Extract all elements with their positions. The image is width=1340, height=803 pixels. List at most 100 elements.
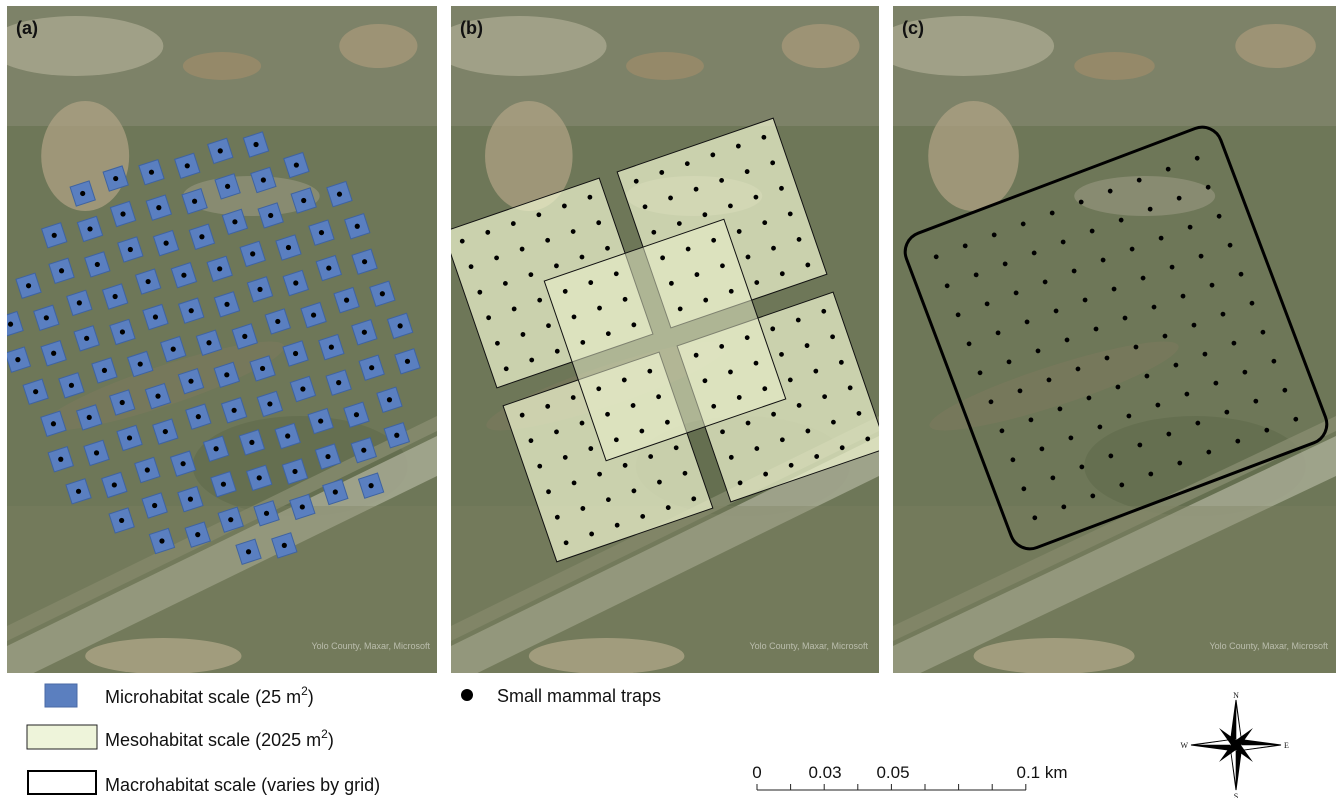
trap [318,418,323,423]
trap [267,401,272,406]
trap [362,259,367,264]
trap [394,433,399,438]
trap [398,323,403,328]
trap [249,440,254,445]
trap [181,461,186,466]
trap [261,177,266,182]
trap [155,394,160,399]
trap [59,268,64,273]
trap [51,351,56,356]
compass-s: S [1234,792,1238,798]
trap [253,142,258,147]
trap [146,279,151,284]
trap [102,368,107,373]
attribution: Yolo County, Maxar, Microsoft [311,641,430,651]
legend-swatch [45,684,77,707]
trap [224,302,229,307]
trap [257,287,262,292]
trap [354,412,359,417]
trap [344,298,349,303]
trap [319,230,324,235]
attribution: Yolo County, Maxar, Microsoft [1209,641,1328,651]
legend-label: Mesohabitat scale (2025 m2) [105,727,334,750]
trap [311,312,316,317]
trap [188,497,193,502]
trap [138,361,143,366]
trap [58,457,63,462]
trap [199,234,204,239]
trap [275,319,280,324]
legend-text: Microhabitat scale (25 m [105,687,301,707]
legend-swatch [27,725,97,749]
legend-label: Microhabitat scale (25 m2) [105,684,314,707]
trap [181,273,186,278]
panel-label: (b) [460,18,483,38]
trap [242,334,247,339]
legend-swatch [28,771,96,794]
legend-text: ) [328,730,334,750]
trap [52,233,57,238]
trap [225,184,230,189]
compass-n: N [1233,691,1239,700]
attribution: Yolo County, Maxar, Microsoft [749,641,868,651]
trap [228,517,233,522]
trap [164,241,169,246]
trap [188,379,193,384]
trap [224,372,229,377]
trap [355,224,360,229]
trap [159,538,164,543]
trap [113,176,118,181]
panel-c [873,6,1336,686]
trap [337,192,342,197]
trap [387,397,392,402]
legend-swatch [461,689,473,701]
trap [325,454,330,459]
trap [153,314,158,319]
trap [217,266,222,271]
trap [152,503,157,508]
trap [293,351,298,356]
trap [76,489,81,494]
trap [218,148,223,153]
trap [189,308,194,313]
compass-w: W [1180,741,1188,750]
trap [232,408,237,413]
trap [195,532,200,537]
trap [95,262,100,267]
trap [120,400,125,405]
panel-a [0,6,437,686]
trap [119,518,124,523]
panel-label: (c) [902,18,924,38]
trap [282,543,287,548]
trap [294,162,299,167]
trap [300,504,305,509]
legend-label: Macrohabitat scale (varies by grid) [105,775,380,795]
trap [329,345,334,350]
trap [221,482,226,487]
trap [156,205,161,210]
trap [8,322,13,327]
trap [232,219,237,224]
trap [250,251,255,256]
trap [196,414,201,419]
scale-label: 0.1 km [1016,763,1067,782]
trap [405,359,410,364]
trap [185,163,190,168]
compass-e: E [1284,741,1289,750]
trap [87,226,92,231]
trap [257,475,262,480]
trap [69,383,74,388]
trap [33,389,38,394]
trap [246,549,251,554]
trap [163,429,168,434]
scale-label: 0.03 [808,763,841,782]
trap [268,213,273,218]
trap [300,386,305,391]
legend-text: Mesohabitat scale (2025 m [105,730,321,750]
trap [333,489,338,494]
scale-label: 0 [752,763,761,782]
trap [292,469,297,474]
trap [120,211,125,216]
trap [84,336,89,341]
trap [94,450,99,455]
